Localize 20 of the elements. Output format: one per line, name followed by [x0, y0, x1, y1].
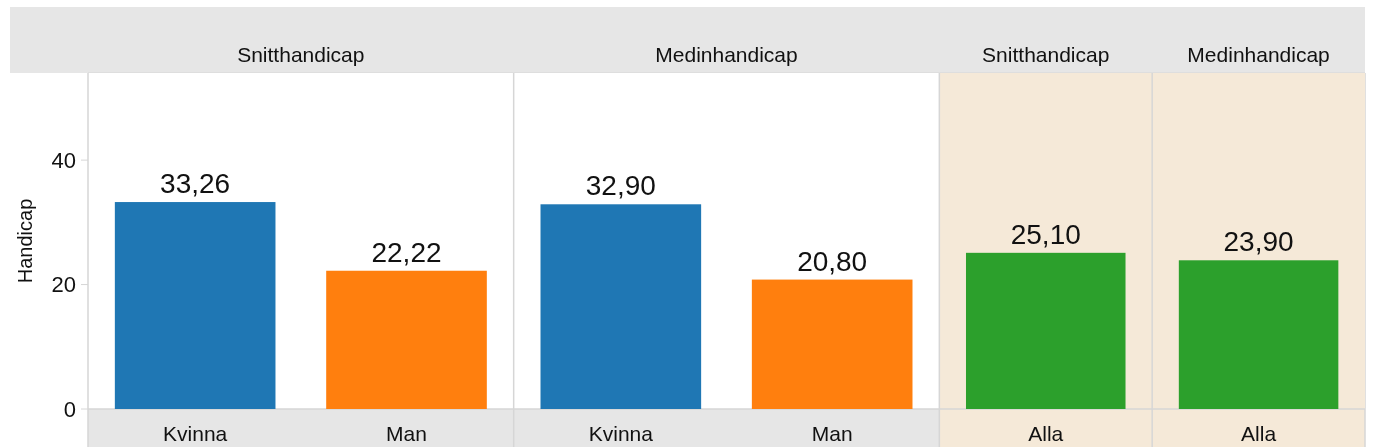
data-label: 22,22 [371, 236, 442, 268]
y-tick-label: 20 [51, 272, 76, 298]
x-tick-label: Kvinna [588, 422, 654, 445]
chart-title: Snitthandicap [237, 43, 365, 66]
y-tick-label: 40 [51, 147, 76, 173]
x-tick-label: Kvinna [163, 422, 228, 445]
y-axis-title: Handicap [14, 198, 36, 284]
data-label: 20,80 [797, 245, 868, 277]
x-tick-label: Alla [1028, 422, 1064, 445]
data-label: 32,90 [585, 170, 656, 202]
data-label: 33,26 [160, 168, 231, 200]
x-tick-label: Man [386, 422, 427, 445]
y-tick-label: 0 [63, 396, 76, 422]
data-label: 23,90 [1223, 226, 1294, 258]
x-tick-label: Man [811, 422, 853, 445]
data-label: 25,10 [1010, 218, 1081, 250]
chart-title: Medinhandicap [1187, 43, 1330, 66]
chart-title: Snitthandicap [982, 43, 1110, 66]
chart-title: Medinhandicap [655, 43, 798, 66]
x-tick-label: Alla [1241, 422, 1277, 445]
